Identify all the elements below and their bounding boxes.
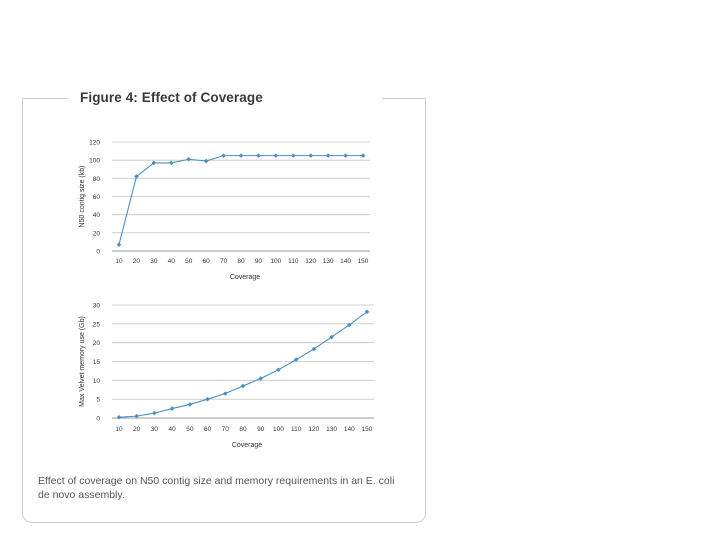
x-axis-title: Coverage	[230, 274, 260, 281]
x-tick-label: 10	[115, 258, 123, 265]
y-tick-label: 20	[93, 230, 101, 237]
figure-title: Figure 4: Effect of Coverage	[80, 90, 263, 105]
data-point	[221, 153, 226, 158]
data-point	[240, 383, 246, 389]
y-tick-label: 25	[93, 321, 101, 328]
data-point	[116, 414, 122, 420]
x-tick-label: 10	[115, 426, 123, 433]
y-tick-label: 20	[93, 340, 101, 347]
x-tick-label: 90	[257, 426, 265, 433]
y-tick-label: 60	[93, 194, 101, 201]
y-tick-label: 120	[89, 140, 100, 147]
x-tick-label: 20	[133, 426, 141, 433]
y-tick-label: 15	[93, 359, 101, 366]
data-point	[290, 153, 296, 158]
x-tick-label: 40	[169, 426, 177, 433]
y-tick-label: 0	[96, 249, 100, 256]
chart-1: 0 20 40 60 80 100 120 10 20 30 40 50 60 70 80 90 100 110 1…	[79, 140, 370, 281]
frame-top-rule-left	[22, 98, 68, 99]
x-tick-label: 30	[151, 426, 159, 433]
x-tick-label: 60	[204, 426, 212, 433]
figure-frame	[22, 98, 426, 523]
data-point	[203, 158, 209, 164]
data-point	[258, 376, 264, 381]
x-tick-label: 110	[288, 258, 299, 265]
chart-2: 0 5 10 15 20 25 30 10 20 30 40 50 60 70 80 90 100 110 120 1…	[79, 303, 374, 449]
data-point	[325, 153, 331, 158]
x-tick-label: 30	[150, 258, 158, 265]
x-tick-label: 20	[133, 258, 141, 265]
x-tick-label: 130	[326, 426, 337, 433]
data-point	[169, 406, 175, 411]
x-tick-label: 150	[358, 258, 369, 265]
y-axis-title: N50 contig size (kb)	[79, 166, 86, 228]
x-tick-label: 70	[222, 426, 230, 433]
x-tick-label: 40	[168, 258, 176, 265]
series-line	[118, 155, 363, 245]
data-point	[187, 402, 193, 407]
data-point	[186, 156, 192, 162]
data-point	[273, 153, 279, 158]
x-tick-label: 150	[362, 426, 373, 433]
data-point	[343, 153, 348, 158]
x-tick-label: 100	[270, 258, 281, 265]
data-point	[238, 153, 244, 158]
data-point	[346, 322, 352, 328]
frame-top-rule-right	[382, 98, 426, 99]
y-tick-label: 30	[93, 303, 101, 310]
x-tick-label: 60	[203, 258, 211, 265]
data-point	[364, 309, 370, 315]
data-point	[168, 160, 174, 166]
x-tick-label: 50	[185, 258, 193, 265]
data-point	[205, 396, 210, 402]
x-tick-label: 80	[237, 258, 245, 265]
x-tick-label: 110	[291, 426, 302, 433]
x-tick-label: 130	[323, 258, 334, 265]
y-axis-title: Max Velvet memory use (Gb)	[79, 316, 86, 407]
x-tick-label: 90	[255, 258, 263, 265]
y-tick-label: 40	[93, 212, 101, 219]
data-point	[329, 334, 334, 340]
data-point	[134, 174, 139, 179]
data-point	[276, 367, 281, 373]
y-tick-label: 5	[96, 397, 100, 404]
series-line	[118, 311, 368, 418]
data-point	[293, 357, 299, 362]
y-tick-label: 10	[93, 378, 101, 385]
x-axis-title: Coverage	[232, 442, 262, 449]
data-point	[134, 413, 140, 419]
data-point	[116, 242, 122, 247]
x-tick-label: 80	[239, 426, 247, 433]
data-point	[152, 410, 157, 416]
x-tick-label: 100	[273, 426, 284, 433]
figure-caption: Effect of coverage on N50 contig size an…	[38, 475, 395, 501]
x-tick-label: 70	[220, 258, 228, 265]
data-point	[222, 391, 228, 396]
y-tick-label: 100	[89, 158, 100, 165]
x-tick-label: 120	[308, 426, 319, 433]
data-point	[308, 153, 314, 158]
y-tick-label: 0	[96, 416, 100, 423]
data-point	[151, 160, 157, 166]
data-point	[360, 153, 366, 158]
y-tick-label: 80	[93, 176, 101, 183]
x-tick-label: 120	[305, 258, 316, 265]
x-tick-label: 140	[340, 258, 351, 265]
x-tick-label: 50	[186, 426, 194, 433]
data-point	[256, 153, 261, 158]
data-point	[311, 346, 317, 352]
x-tick-label: 140	[344, 426, 355, 433]
